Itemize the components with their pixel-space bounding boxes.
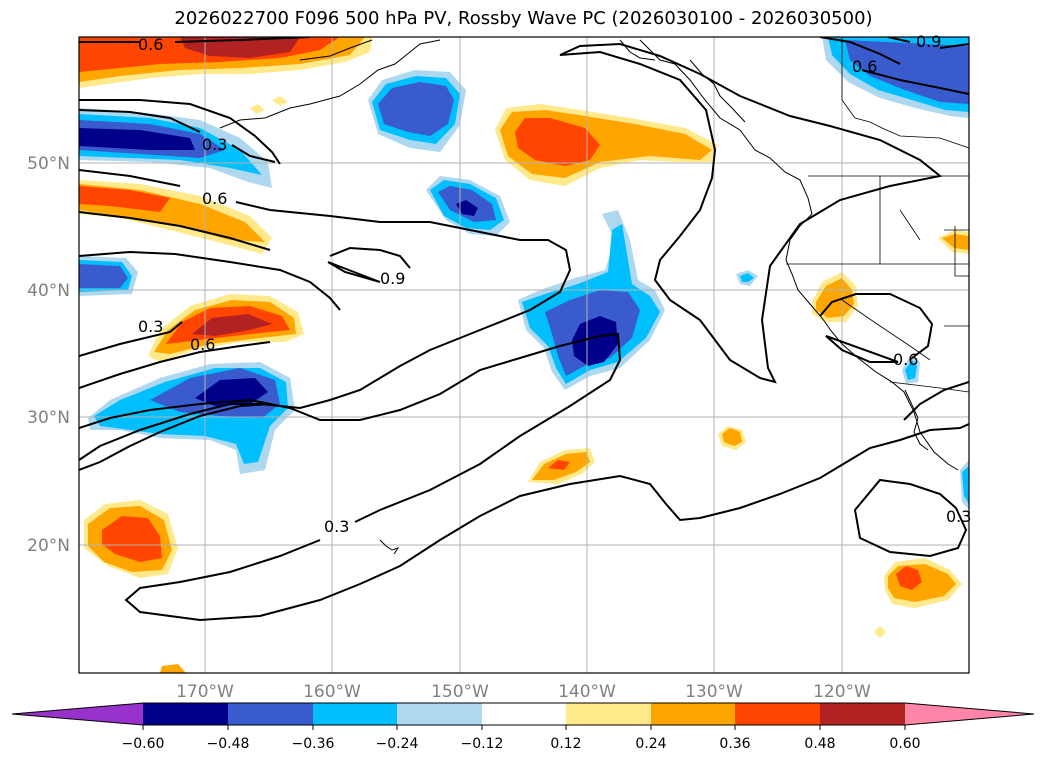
contour-label: 0.3: [138, 317, 163, 336]
colorbar-tick-label: 0.36: [719, 736, 750, 752]
colorbar-extend-high: [905, 703, 1034, 725]
colorbar-tick-label: 0.12: [550, 736, 581, 752]
contour-label: 0.6: [852, 57, 877, 76]
colorbar-segment: [820, 703, 905, 725]
lat-label: 50°N: [27, 154, 70, 174]
coastlines: [219, 39, 959, 555]
colorbar-tick-label: 0.48: [804, 736, 835, 752]
pv-anomaly-fills: [79, 37, 969, 673]
contour-labels: 0.6 0.9 0.6 0.3 0.6 0.9 0.3 0.6 0.3 0.6 …: [138, 32, 971, 536]
lon-label: 160°W: [303, 682, 361, 702]
contour-label: 0.9: [380, 269, 405, 288]
colorbar-segment: [397, 703, 482, 725]
pv-contours: [79, 37, 969, 622]
contour-label: 0.9: [916, 32, 941, 51]
colorbar-segment: [313, 703, 397, 725]
contour-label: 0.3: [202, 135, 227, 154]
colorbar-segment: [228, 703, 313, 725]
contour-label: 0.3: [324, 517, 349, 536]
contour-label: 0.6: [190, 335, 215, 354]
colorbar-tick-label: −0.24: [376, 736, 419, 752]
colorbar-segment: [566, 703, 651, 725]
colorbar-tick-label: 0.24: [635, 736, 666, 752]
colorbar-segment: [735, 703, 820, 725]
contour-label: 0.6: [202, 189, 227, 208]
lon-label: 130°W: [685, 682, 743, 702]
graticule: [79, 37, 969, 673]
colorbar-extend-low: [12, 703, 143, 725]
colorbar-tick-label: −0.36: [292, 736, 335, 752]
latitude-labels: 50°N 40°N 30°N 20°N: [27, 154, 70, 556]
colorbar-segment: [143, 703, 228, 725]
contour-label: 0.3: [946, 507, 971, 526]
colorbar-tick-label: 0.60: [889, 736, 920, 752]
lon-label: 140°W: [558, 682, 616, 702]
colorbar-segment: [651, 703, 735, 725]
colorbar-tick-label: −0.48: [207, 736, 250, 752]
lat-label: 30°N: [27, 408, 70, 428]
map-frame: [78, 36, 970, 674]
map-title: 2026022700 F096 500 hPa PV, Rossby Wave …: [174, 8, 873, 29]
lon-label: 150°W: [431, 682, 489, 702]
lat-label: 20°N: [27, 536, 70, 556]
colorbar-segment: [482, 703, 566, 725]
lon-label: 170°W: [176, 682, 234, 702]
lat-label: 40°N: [27, 281, 70, 301]
contour-label: 0.6: [893, 350, 918, 369]
colorbar: −0.60 −0.48 −0.36 −0.24 −0.12 0.12 0.24 …: [11, 702, 1035, 752]
contour-label: 0.6: [138, 35, 163, 54]
longitude-labels: 170°W 160°W 150°W 140°W 130°W 120°W: [176, 682, 871, 702]
colorbar-tick-label: −0.60: [122, 736, 165, 752]
colorbar-tick-label: −0.12: [461, 736, 504, 752]
lon-label: 120°W: [813, 682, 871, 702]
